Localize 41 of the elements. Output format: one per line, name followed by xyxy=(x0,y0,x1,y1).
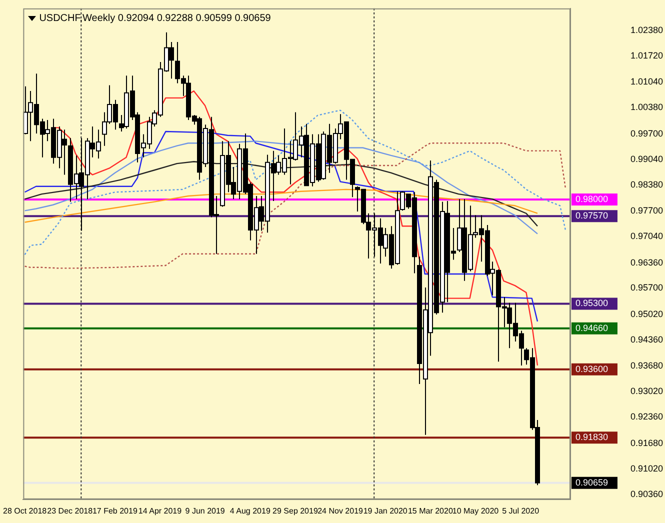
x-tick-label: 28 Oct 2018 xyxy=(3,506,48,516)
y-tick-label: 0.90360 xyxy=(630,488,663,499)
ref-line-label: 0.94660 xyxy=(575,322,608,333)
x-tick-label: 24 Nov 2019 xyxy=(318,506,364,516)
ref-line-label: 0.91830 xyxy=(575,432,608,442)
y-tick-label: 0.98380 xyxy=(630,179,663,190)
x-tick-label: 10 May 2020 xyxy=(452,506,500,516)
y-tick-label: 0.95020 xyxy=(630,308,663,319)
ref-line-label: 0.98000 xyxy=(575,194,608,204)
y-tick-label: 1.01720 xyxy=(630,50,663,60)
x-tick-label: 5 Jul 2020 xyxy=(502,506,540,516)
x-tick-label: 4 Aug 2019 xyxy=(230,506,271,516)
y-tick-label: 0.95700 xyxy=(630,282,663,293)
x-tick-label: 17 Feb 2019 xyxy=(92,506,138,516)
y-tick-label: 1.00380 xyxy=(630,102,663,112)
x-tick-label: 23 Dec 2018 xyxy=(47,506,94,516)
y-tick-label: 1.02380 xyxy=(630,24,663,35)
line-series xyxy=(24,142,566,269)
ref-line-label: 0.95300 xyxy=(575,298,608,308)
y-tick-label: 1.01040 xyxy=(630,76,663,87)
y-tick-label: 0.97040 xyxy=(630,231,663,242)
y-tick-label: 0.92360 xyxy=(630,412,663,422)
y-tick-label: 0.91680 xyxy=(630,438,663,448)
y-tick-label: 0.91020 xyxy=(630,463,663,474)
ref-line-label: 0.90659 xyxy=(575,477,608,488)
x-tick-label: 9 Jun 2019 xyxy=(185,506,226,516)
y-tick-label: 0.94360 xyxy=(630,334,663,344)
ref-line-label: 0.97570 xyxy=(575,210,608,221)
x-tick-label: 15 Mar 2020 xyxy=(408,506,454,516)
x-tick-label: 19 Jan 2020 xyxy=(363,506,408,516)
y-tick-label: 0.97700 xyxy=(630,206,663,216)
y-tick-label: 0.99700 xyxy=(630,128,663,138)
y-tick-label: 0.99040 xyxy=(630,154,663,164)
ref-line-label: 0.93600 xyxy=(575,364,608,374)
y-tick-label: 0.93680 xyxy=(630,360,663,371)
line-series xyxy=(24,110,566,256)
y-tick-label: 0.96360 xyxy=(630,257,663,268)
x-tick-label: 29 Sep 2019 xyxy=(272,506,318,516)
x-tick-label: 14 Apr 2019 xyxy=(138,506,182,516)
text: USDCHF,Weekly 0.92094 0.92288 0.90599 0.90659 xyxy=(39,13,272,24)
y-tick-label: 0.93020 xyxy=(630,386,663,396)
